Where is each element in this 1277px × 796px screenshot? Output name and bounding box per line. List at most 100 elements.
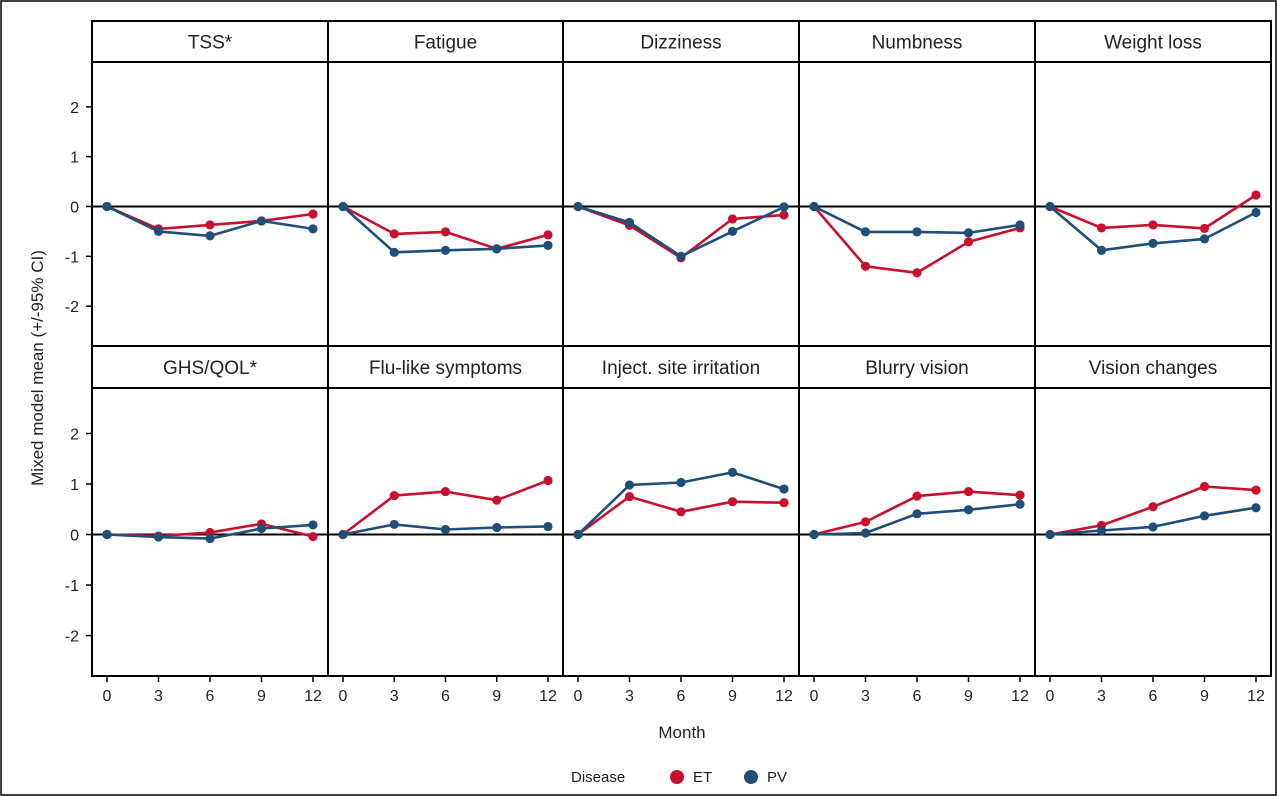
x-tick-label: 9 [728, 688, 737, 705]
data-point-pv [440, 524, 451, 535]
y-tick-label: 2 [70, 100, 79, 117]
data-point-pv [1096, 245, 1107, 255]
panel-title: Numbness [872, 33, 963, 54]
x-tick-label: 12 [775, 688, 793, 705]
panel-title: Weight loss [1104, 33, 1202, 54]
panel-title: Dizziness [640, 33, 721, 54]
legend: Disease ET PV [571, 769, 787, 786]
data-point-pv [779, 484, 789, 494]
data-point-pv [676, 251, 686, 261]
x-tick-label: 0 [103, 688, 112, 705]
data-point-pv [205, 533, 215, 544]
data-point-pv [1148, 238, 1158, 248]
legend-marker-pv [744, 770, 758, 784]
panel-strip [1034, 345, 1272, 389]
data-point-pv [492, 244, 502, 254]
data-point-et [308, 531, 318, 542]
panel-4: Numbness [798, 20, 1036, 347]
data-point-et [440, 486, 451, 497]
data-point-pv [860, 528, 871, 538]
data-point-et [1199, 223, 1210, 234]
x-tick-label: 9 [1200, 688, 1209, 705]
data-point-pv [543, 240, 553, 250]
data-point-pv [1148, 522, 1158, 532]
data-point-et [1015, 490, 1025, 500]
data-point-et [860, 517, 871, 527]
data-point-et [1096, 223, 1107, 233]
x-tick-label: 0 [574, 688, 583, 705]
data-point-pv [102, 529, 112, 540]
x-tick-label: 12 [1247, 688, 1265, 705]
panel-title: Fatigue [414, 33, 477, 54]
y-tick-label: -1 [65, 578, 79, 595]
data-point-et [389, 491, 399, 501]
axes-labels: Mixed model mean (+/-95% CI) Month [28, 250, 706, 742]
data-point-pv [624, 480, 635, 490]
x-tick-label: 0 [810, 688, 819, 705]
y-tick-label: 0 [70, 199, 79, 216]
panel-3: Dizziness [562, 20, 800, 347]
data-point-pv [1015, 499, 1025, 509]
x-tick-label: 0 [339, 688, 348, 705]
data-point-pv [1251, 207, 1261, 218]
x-axis-title: Month [658, 723, 705, 742]
data-point-pv [1015, 220, 1025, 230]
panel-2: Fatigue [327, 20, 564, 347]
data-point-pv [389, 247, 399, 257]
data-point-et [779, 210, 789, 220]
data-point-pv [963, 228, 974, 238]
data-point-pv [205, 231, 215, 241]
x-tick-label: 9 [492, 688, 501, 705]
panel-strip [562, 345, 800, 389]
x-tick-label: 9 [257, 688, 266, 705]
legend-title: Disease [571, 769, 625, 786]
data-point-pv [153, 226, 164, 237]
panel-10: Vision changes 0 3 6 9 12 [1034, 345, 1272, 705]
data-point-pv [338, 529, 348, 540]
x-tick-label: 6 [913, 688, 922, 705]
data-point-et [543, 230, 553, 240]
y-tick-label: -1 [65, 249, 79, 266]
data-point-pv [727, 467, 738, 477]
x-tick-label: 3 [625, 688, 634, 705]
x-tick-label: 6 [1149, 688, 1158, 705]
data-point-et [912, 491, 922, 501]
data-point-et [1199, 481, 1210, 492]
data-point-et [205, 220, 215, 230]
data-point-et [308, 209, 318, 219]
x-tick-label: 3 [390, 688, 399, 705]
y-tick-label: 1 [70, 150, 79, 167]
data-point-pv [1045, 201, 1055, 212]
panel-strip [1034, 20, 1272, 63]
data-point-et [1148, 220, 1158, 230]
data-point-et [963, 237, 974, 247]
data-point-et [440, 227, 451, 237]
data-point-pv [440, 245, 451, 255]
data-point-pv [543, 521, 553, 532]
data-point-pv [809, 201, 819, 212]
x-tick-label: 6 [441, 688, 450, 705]
panel-9: Blurry vision 0 3 6 9 12 [798, 345, 1036, 705]
x-tick-label: 12 [304, 688, 322, 705]
data-point-pv [1096, 525, 1107, 536]
panel-strip [91, 345, 329, 389]
data-point-pv [676, 477, 686, 488]
data-point-pv [860, 227, 871, 237]
data-point-pv [624, 217, 635, 228]
data-point-pv [963, 505, 974, 515]
data-point-pv [153, 532, 164, 542]
data-point-pv [912, 509, 922, 519]
data-point-et [779, 498, 789, 508]
data-point-pv [1199, 234, 1210, 244]
data-point-et [860, 261, 871, 271]
data-point-et [1251, 190, 1261, 200]
y-tick-label: -2 [65, 629, 79, 646]
data-point-pv [256, 523, 267, 534]
data-point-pv [573, 529, 583, 540]
x-tick-label: 3 [154, 688, 163, 705]
data-point-et [727, 497, 738, 507]
